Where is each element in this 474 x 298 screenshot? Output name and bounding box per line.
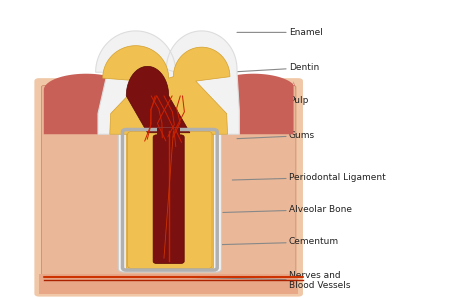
FancyBboxPatch shape <box>118 126 221 272</box>
Text: Alveolar Bone: Alveolar Bone <box>223 205 352 214</box>
FancyBboxPatch shape <box>153 135 184 263</box>
Text: Enamel: Enamel <box>237 28 323 37</box>
Text: Pulp: Pulp <box>199 96 308 105</box>
Text: Periodontal Ligament: Periodontal Ligament <box>232 173 385 181</box>
FancyBboxPatch shape <box>41 86 296 292</box>
Bar <box>39 274 298 294</box>
Polygon shape <box>96 31 239 134</box>
FancyBboxPatch shape <box>126 131 213 270</box>
Polygon shape <box>211 74 296 134</box>
Text: Nerves and
Blood Vessels: Nerves and Blood Vessels <box>190 271 350 290</box>
FancyBboxPatch shape <box>35 78 303 297</box>
Text: Dentin: Dentin <box>228 63 319 72</box>
Polygon shape <box>126 66 190 133</box>
Polygon shape <box>44 74 128 134</box>
Polygon shape <box>103 46 230 134</box>
Text: Cementum: Cementum <box>209 238 339 246</box>
FancyBboxPatch shape <box>128 131 212 268</box>
Bar <box>157 128 181 139</box>
Text: Gums: Gums <box>237 131 315 140</box>
